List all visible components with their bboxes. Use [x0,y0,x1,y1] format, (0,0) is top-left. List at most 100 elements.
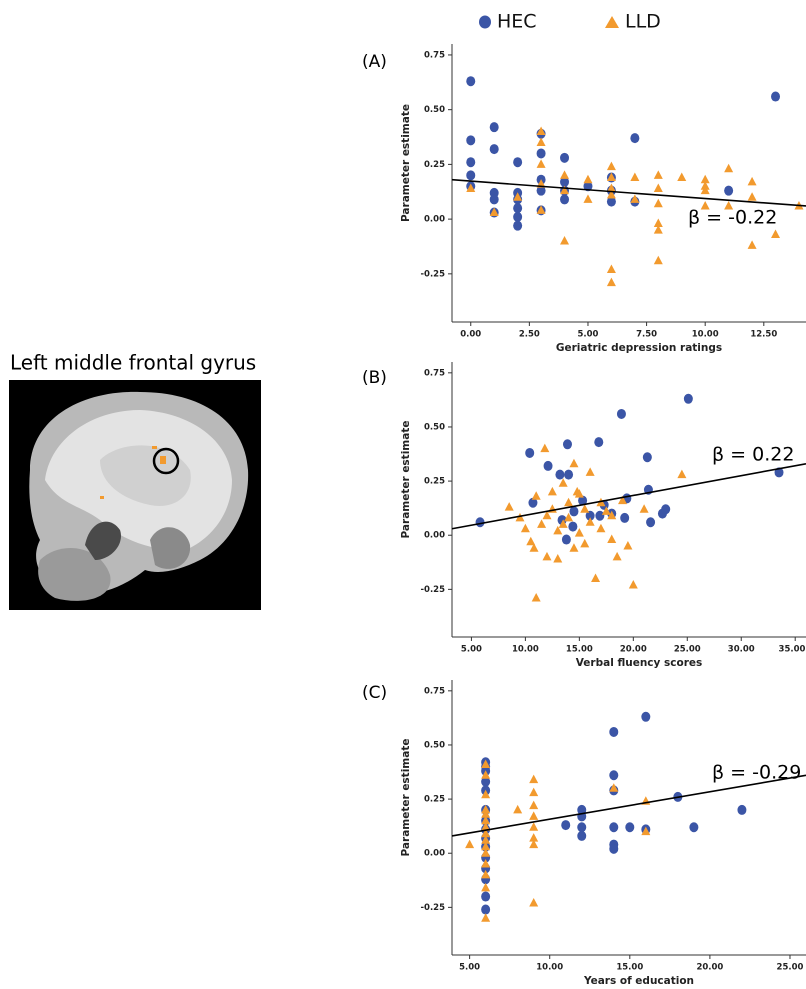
annotation: β = 0.22 [712,444,794,466]
y-tick-label tick: 0.25 [424,477,445,487]
y-tick-label tick: 0.75 [424,686,445,696]
point [537,159,546,168]
point [563,439,572,449]
y-tick-label tick: 0.00 [424,531,445,541]
point [654,199,663,208]
point [577,831,586,841]
point [583,175,592,184]
panel-label: (B) [362,368,387,388]
x-axis-label: Geriatric depression ratings [556,342,722,354]
point [630,173,639,182]
brain-image [9,380,261,610]
point [562,535,571,545]
y-tick-label tick: -0.25 [421,903,446,913]
point [640,504,649,513]
point [513,805,522,814]
point [490,194,499,204]
point [521,524,530,533]
point [607,278,616,287]
point [583,194,592,203]
point [724,186,733,196]
annotation: β = -0.22 [688,207,777,229]
point [560,194,569,204]
panel-label: (C) [362,683,387,703]
y-tick-label tick: -0.25 [421,269,446,279]
x-axis-label: Verbal fluency scores [576,657,703,669]
point [569,543,578,552]
point [609,770,618,780]
point [544,461,553,471]
point [481,913,490,922]
y-axis-label: Parameter estimate [400,421,412,539]
x-tick-label: 5.00 [461,645,482,655]
y-tick-label tick: 0.25 [424,795,445,805]
point [490,122,499,132]
point [771,229,780,238]
point [609,844,618,854]
point [513,157,522,167]
point [542,552,551,561]
x-tick-label: 10.00 [692,330,719,340]
point [724,164,733,173]
point [586,467,595,476]
annotation: β = -0.29 [712,762,801,784]
point [560,153,569,163]
point [568,522,577,532]
point [580,539,589,548]
x-tick-label: 25.00 [674,645,701,655]
point [748,240,757,249]
point [466,76,475,86]
y-tick-label tick: -0.25 [421,585,446,595]
point [540,444,549,453]
point [748,192,757,201]
x-tick-label: 12.50 [750,330,777,340]
point [617,409,626,419]
point [529,788,538,797]
point [537,519,546,528]
point [564,498,573,507]
point [684,394,693,404]
point [701,186,710,195]
x-tick-label: 5.00 [459,963,480,973]
point [529,801,538,810]
point [654,256,663,264]
x-tick-label: 10.00 [536,963,563,973]
y-tick-label tick: 0.75 [424,368,445,378]
panel-label: (A) [362,52,387,72]
point [481,883,490,892]
x-tick-label: 10.00 [512,645,539,655]
point [677,173,686,182]
x-tick-label: 20.00 [696,963,723,973]
y-tick-label tick: 0.50 [424,422,445,432]
point [654,183,663,192]
x-tick-label: 5.00 [577,330,598,340]
page: Left middle frontal gyrus HECLLD(A)-0.25… [0,0,806,985]
point [513,212,522,222]
y-tick-label tick: 0.00 [424,849,445,859]
x-tick-label: 20.00 [620,645,647,655]
point [466,135,475,145]
point [490,144,499,154]
point [537,148,546,158]
point [594,437,603,447]
series [505,444,687,602]
point [481,892,490,902]
x-tick-label: 15.00 [566,645,593,655]
point [561,820,570,830]
point [620,513,629,523]
point [513,221,522,231]
point [529,898,538,907]
point [532,491,541,500]
legend-marker [479,16,491,29]
x-axis-label: Years of education [583,975,694,985]
y-tick-label tick: 0.00 [424,215,445,225]
point [560,236,569,245]
point [529,822,538,831]
point [481,905,490,915]
point [609,727,618,737]
point [569,506,578,516]
point [513,203,522,213]
image-label: Left middle frontal gyrus [10,351,256,375]
point [555,470,564,480]
point [607,535,616,544]
